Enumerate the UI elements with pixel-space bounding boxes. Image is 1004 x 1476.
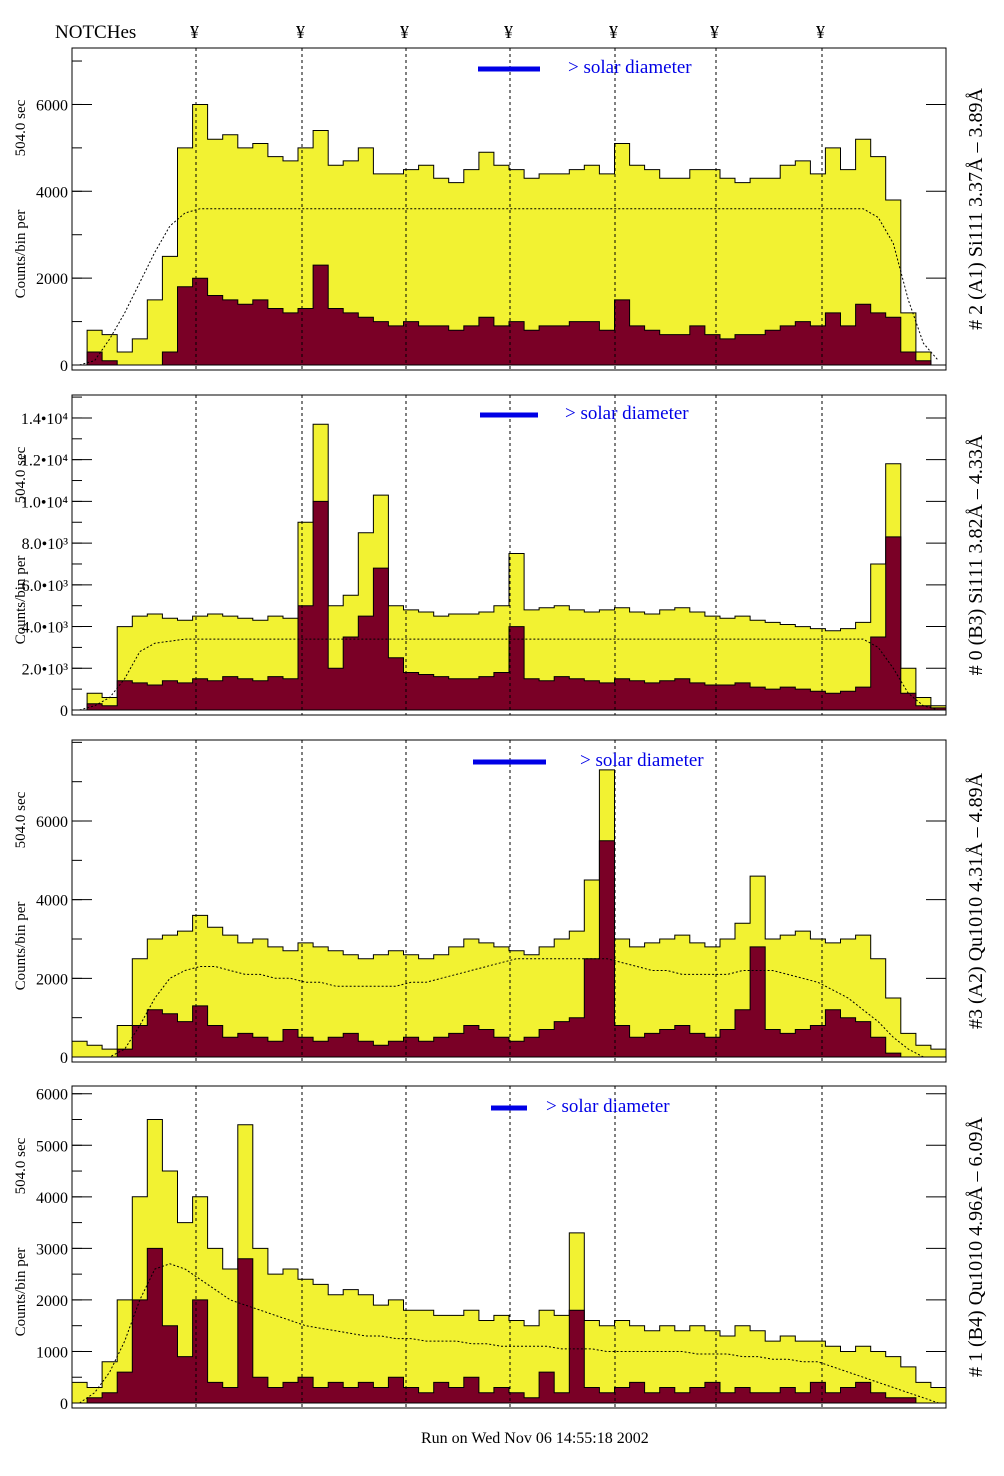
notch-marker: ¥ [190, 22, 199, 42]
histogram-subset-series [72, 1247, 946, 1404]
y-tick-label: 6000 [36, 1087, 68, 1104]
notch-marker: ¥ [504, 22, 513, 42]
histogram-total-series [72, 104, 946, 366]
histogram-subset-series [72, 264, 946, 366]
histogram-total-series [71, 769, 947, 1058]
y-tick-label: 2000 [36, 1293, 68, 1310]
y-axis-label: Counts/bin per [13, 556, 29, 645]
notches-label: NOTCHes [55, 22, 136, 43]
histogram-total-series [72, 423, 947, 711]
y-tick-label: 2000 [36, 271, 68, 288]
y-tick-label: 1.0•10⁴ [21, 494, 69, 511]
notch-marker: ¥ [710, 22, 719, 42]
solar-diameter-label: > solar diameter [565, 403, 689, 424]
histogram-subset-series [72, 500, 947, 711]
panel-2: 0 2000 4000 6000 Counts/bin per 504.0 sec #3 (… [13, 739, 987, 1067]
y-tick-label: 0 [60, 703, 68, 720]
y-tick-label: 6.0•10³ [22, 578, 69, 595]
solar-diameter-label: > solar diameter [580, 750, 704, 771]
model-curve [79, 958, 939, 1058]
notch-symbols: ¥ ¥ ¥ ¥ ¥ ¥ ¥ [190, 22, 825, 42]
panels: 0 2000 4000 6000 Counts/bin per 504.0 sec # 2 … [13, 47, 987, 1413]
y-tick-label: 0 [60, 358, 68, 375]
notch-marker: ¥ [816, 22, 825, 42]
y-tick-label: 2.0•10³ [22, 661, 69, 678]
y-tick-label: 6000 [36, 97, 68, 114]
notch-marker: ¥ [296, 22, 305, 42]
model-curve [79, 638, 939, 711]
y-axis-unit: 504.0 sec [13, 1137, 29, 1194]
y-tick-label: 4000 [36, 1190, 68, 1207]
panel-1: 0 2.0•10³ 4.0•10³ 6.0•10³ 8.0•10³ 1.0•10⁴ 1.2•… [13, 394, 987, 720]
panel-3: 0 1000 2000 3000 4000 5000 6000 Counts/bin per 5… [13, 1085, 987, 1413]
plot-frame [71, 739, 947, 1063]
y-tick-label: 8.0•10³ [22, 536, 69, 553]
plot-frame [71, 394, 947, 716]
y-tick-label: 3000 [36, 1241, 68, 1258]
y-tick-label: 1.4•10⁴ [21, 411, 69, 428]
y-tick-label: 6000 [36, 814, 68, 831]
y-axis-label: Counts/bin per [13, 210, 29, 299]
panel-0: 0 2000 4000 6000 Counts/bin per 504.0 sec # 2 … [13, 47, 987, 375]
model-curve [79, 208, 939, 366]
y-tick-label: 0 [60, 1050, 68, 1067]
histogram-subset-series [72, 840, 946, 1058]
y-tick-label: 1000 [36, 1344, 68, 1361]
panel-title: # 1 (B4) Qu1010 4.96Å – 6.09Å [965, 1116, 987, 1377]
plot-frame [71, 47, 947, 371]
plot-frame [71, 1085, 947, 1409]
y-axis-unit: 504.0 sec [13, 99, 29, 156]
run-timestamp: Run on Wed Nov 06 14:55:18 2002 [421, 1430, 649, 1447]
y-tick-label: 4000 [36, 184, 68, 201]
notch-marker: ¥ [400, 22, 409, 42]
histogram-total-series [71, 1119, 947, 1404]
y-tick-label: 4.0•10³ [22, 620, 69, 637]
y-axis-label: Counts/bin per [13, 902, 29, 991]
panel-title: # 0 (B3) Si111 3.82Å – 4.33Å [965, 434, 987, 675]
y-tick-label: 2000 [36, 971, 68, 988]
solar-diameter-label: > solar diameter [546, 1096, 670, 1117]
notch-marker: ¥ [609, 22, 618, 42]
y-axis-unit: 504.0 sec [13, 791, 29, 848]
panel-title: # 2 (A1) Si111 3.37Å – 3.89Å [965, 88, 987, 330]
solar-diameter-label: > solar diameter [568, 57, 692, 78]
y-tick-label: 0 [60, 1396, 68, 1413]
y-tick-label: 4000 [36, 893, 68, 910]
y-tick-label: 1.2•10⁴ [21, 453, 69, 470]
y-axis-unit: 504.0 sec [13, 446, 29, 503]
y-tick-label: 5000 [36, 1138, 68, 1155]
y-axis-label: Counts/bin per [13, 1248, 29, 1337]
panel-title: #3 (A2) Qu1010 4.31Å – 4.89Å [965, 772, 987, 1029]
